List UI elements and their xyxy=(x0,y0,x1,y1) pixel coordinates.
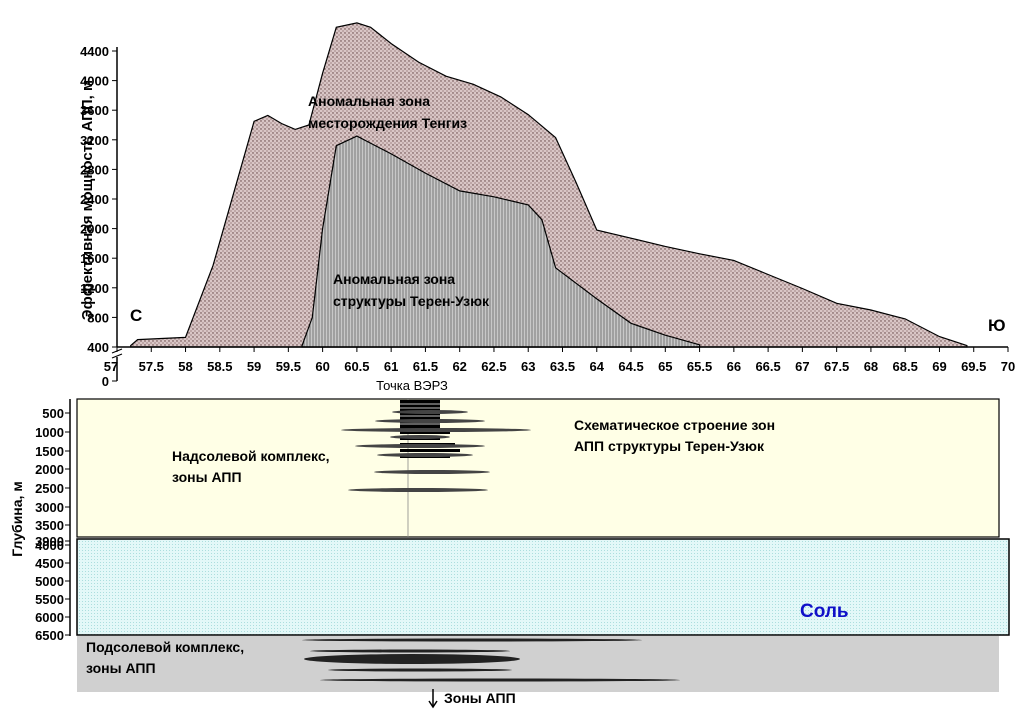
depth-tick-label: 500 xyxy=(42,406,64,421)
marker-north: С xyxy=(130,306,142,325)
suprasalt-layer xyxy=(76,398,1000,538)
y-tick-label: 2000 xyxy=(80,222,109,237)
x-tick-label: 68 xyxy=(864,359,878,374)
apz-lens xyxy=(355,444,485,448)
y-tick-label: 800 xyxy=(87,310,109,325)
y-tick-label: 400 xyxy=(87,340,109,355)
x-tick-label: 59.5 xyxy=(276,359,301,374)
x-tick-label: 61 xyxy=(384,359,398,374)
teren-label-line1: Аномальная зона xyxy=(333,271,455,287)
y-tick-label: 3200 xyxy=(80,133,109,148)
x-tick-label: 63 xyxy=(521,359,535,374)
depth-tick-label: 6000 xyxy=(35,610,64,625)
apz-lens xyxy=(348,488,488,492)
x-tick-label: 69.5 xyxy=(961,359,986,374)
x-tick-label: 58.5 xyxy=(207,359,232,374)
salt-label: Соль xyxy=(800,601,849,622)
depth-tick-label: 1500 xyxy=(35,444,64,459)
depth-axis-label: Глубина, м xyxy=(9,481,25,556)
depth-tick-label: 3900 xyxy=(35,534,64,549)
apz-lens xyxy=(374,470,490,474)
x-tick-label: 67 xyxy=(795,359,809,374)
apz-bar xyxy=(400,449,460,452)
x-tick-label: 64 xyxy=(590,359,605,374)
y-tick-label: 2800 xyxy=(80,162,109,177)
apz-lens xyxy=(304,654,520,664)
x-tick-label: 66 xyxy=(727,359,741,374)
down-arrow-icon xyxy=(428,689,438,709)
apz-lens xyxy=(310,649,510,653)
depth-tick-label: 5500 xyxy=(35,592,64,607)
apz-dense-block xyxy=(400,400,440,430)
depth-tick-label: 3000 xyxy=(35,500,64,515)
y-tick-label: 3600 xyxy=(80,103,109,118)
depth-tick-label: 3500 xyxy=(35,518,64,533)
depth-tick-label: 2500 xyxy=(35,481,64,496)
y-tick-label: 1600 xyxy=(80,251,109,266)
apz-lens xyxy=(302,638,642,642)
suprasalt-label-line1: Надсолевой комплекс, xyxy=(172,448,330,464)
axis-break-mark xyxy=(111,353,123,359)
y-tick-label: 4000 xyxy=(80,74,109,89)
x-tick-label: 65.5 xyxy=(687,359,712,374)
scheme-label-line1: Схематическое строение зон xyxy=(574,417,775,433)
marker-south: Ю xyxy=(988,316,1006,335)
top-y-axis-label: Эффективная мощность АПП, м xyxy=(79,80,96,320)
x-tick-label: 61.5 xyxy=(413,359,438,374)
depth-tick-label: 5000 xyxy=(35,574,64,589)
subsalt-label-line1: Подсолевой комплекс, xyxy=(86,639,244,655)
depth-tick-label: 2000 xyxy=(35,462,64,477)
x-tick-label: 57 xyxy=(104,359,118,374)
x-tick-label: 67.5 xyxy=(824,359,849,374)
apz-lens xyxy=(377,453,473,457)
apz-lens xyxy=(328,668,512,672)
x-tick-label: 63.5 xyxy=(550,359,575,374)
apz-lens xyxy=(341,428,531,432)
x-tick-label: 65 xyxy=(658,359,672,374)
x-tick-label: 62.5 xyxy=(481,359,506,374)
y-tick-label: 2400 xyxy=(80,192,109,207)
apz-lens xyxy=(375,419,485,423)
scheme-label-line2: АПП структуры Терен-Узюк xyxy=(574,438,765,454)
x-tick-label: 59 xyxy=(247,359,261,374)
area-teren xyxy=(301,135,701,348)
suprasalt-label-line2: зоны АПП xyxy=(172,469,242,485)
x-tick-label: 64.5 xyxy=(618,359,643,374)
x-tick-label: 66.5 xyxy=(755,359,780,374)
x-tick-label: 69 xyxy=(932,359,946,374)
arrow-label: Зоны АПП xyxy=(444,690,516,706)
x-tick-label: 60 xyxy=(315,359,329,374)
y-tick-label: 4400 xyxy=(80,44,109,59)
depth-tick-label: 4500 xyxy=(35,556,64,571)
tengiz-label-line2: месторождения Тенгиз xyxy=(308,115,467,131)
x-tick-label: 70 xyxy=(1001,359,1015,374)
x-tick-label: 68.5 xyxy=(893,359,918,374)
apz-bar xyxy=(400,430,450,434)
top-chart: 57 57.5 58 58.5 59 59.5 60 60.5 61 61.5 62 62.5 63 63… xyxy=(79,22,1015,393)
subsalt-layer xyxy=(77,636,999,692)
subsalt-label-line2: зоны АПП xyxy=(86,660,156,676)
x-tick-label: 60.5 xyxy=(344,359,369,374)
y-tick-label: 0 xyxy=(102,374,109,389)
depth-tick-label: 4000 xyxy=(35,538,64,553)
teren-label-line2: структуры Терен-Узюк xyxy=(333,293,490,309)
suprasalt-apz-lenses xyxy=(341,410,531,492)
x-tick-label: 58 xyxy=(178,359,192,374)
depth-tick-label: 6500 xyxy=(35,628,64,643)
apz-lens xyxy=(392,410,468,414)
apz-lens xyxy=(390,435,450,439)
subsalt-apz-lenses xyxy=(302,638,680,682)
salt-layer xyxy=(76,538,1010,636)
x-tick-label: 62 xyxy=(452,359,466,374)
x-tick-label: 57.5 xyxy=(139,359,164,374)
top-x-axis-label: Точка ВЭРЗ xyxy=(376,378,448,393)
apz-lens xyxy=(320,678,680,682)
tengiz-label-line1: Аномальная зона xyxy=(308,93,430,109)
depth-tick-label: 1000 xyxy=(35,425,64,440)
y-tick-label: 1200 xyxy=(80,281,109,296)
top-axes: 57 57.5 58 58.5 59 59.5 60 60.5 61 61.5 62 62.5 63 63… xyxy=(80,44,1015,389)
